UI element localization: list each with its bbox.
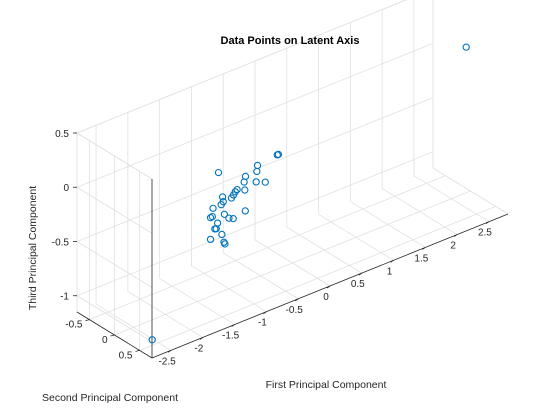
x-tick-mark [294,298,299,302]
data-point [229,215,237,223]
grid [76,0,509,351]
x-tick-mark [199,337,204,340]
x-tick-mark [263,311,267,315]
y-tick-mark [110,334,115,337]
z-axis-label: Third Principal Component [27,186,39,310]
data-point [227,194,236,202]
grid-line-back-z [76,42,434,188]
z-tick-label: 0.5 [55,129,69,140]
data-point [231,188,239,196]
y-tick-label: -0.5 [65,320,83,331]
data-point [218,230,226,239]
y-tick-label: 0 [102,335,108,346]
data-point [217,201,225,209]
data-point [206,235,215,244]
data-point [221,240,229,248]
data-point [261,178,269,186]
x-tick-label: 2.5 [478,228,492,239]
data-point [274,150,283,159]
z-tick-label: -0.5 [52,237,70,248]
data-point [212,225,220,233]
grid-line-side-z [76,186,153,234]
data-point [240,178,248,186]
x-tick-mark [326,285,331,289]
data-point [148,336,156,344]
x-tick-mark [390,259,394,263]
tick-labels: -2.5 -2 -1.5 -1 -0.5 0 0.5 1 1.5 2 2.5 -0.5 0 0.5 -1 -0… [52,129,493,367]
x-tick-mark [422,247,426,250]
data-point [253,167,261,176]
grid-line-floor-y [89,175,446,321]
x-tick-mark [358,272,363,276]
data-point [233,185,241,194]
y-axis-label: Second Principal Component [42,392,178,404]
grid-line-floor-y [114,190,471,336]
y-tick-label: 0.5 [119,350,133,361]
grid-line-back-z [76,151,434,297]
data-point [462,43,470,51]
grid-line-side-z [76,241,153,288]
y-tick-mark [85,319,90,322]
chart-title: Data Points on Latent Axis [221,35,360,47]
x-axis-label: First Principal Component [266,379,387,391]
data-point [225,214,233,222]
pane-edge [76,0,407,134]
z-tick-label: -1 [60,292,69,303]
data-point [209,204,217,213]
x-tick-mark [485,221,490,225]
x-tick-label: 0 [323,292,329,303]
data-point [220,210,229,218]
x-tick-label: -1.5 [222,331,240,342]
x-tick-label: -2 [194,343,203,354]
pane-edge [76,132,153,180]
pane-edge [432,167,509,215]
x-tick-label: 0.5 [351,279,365,290]
x-tick-label: -0.5 [286,305,304,316]
x-tick-mark [453,234,458,237]
data-point [241,207,249,215]
data-point [252,178,260,186]
x-tick-mark [167,349,172,353]
data-point [241,186,249,194]
data-point [218,193,227,201]
z-tick-label: 0 [63,183,69,194]
grid-line-side-z [76,295,153,343]
x-tick-label: -2.5 [158,356,176,367]
x-tick-label: 1 [387,266,393,277]
x-tick-label: 1.5 [414,253,428,264]
x-tick-label: -1 [258,318,267,329]
data-point [214,168,223,177]
grid-line-floor-y [139,205,496,351]
x-tick-label: 2 [450,241,456,252]
axes [73,132,509,359]
data-point [206,214,215,222]
data-points [148,43,470,344]
y-tick-mark [135,349,140,352]
x-tick-mark [231,324,235,327]
